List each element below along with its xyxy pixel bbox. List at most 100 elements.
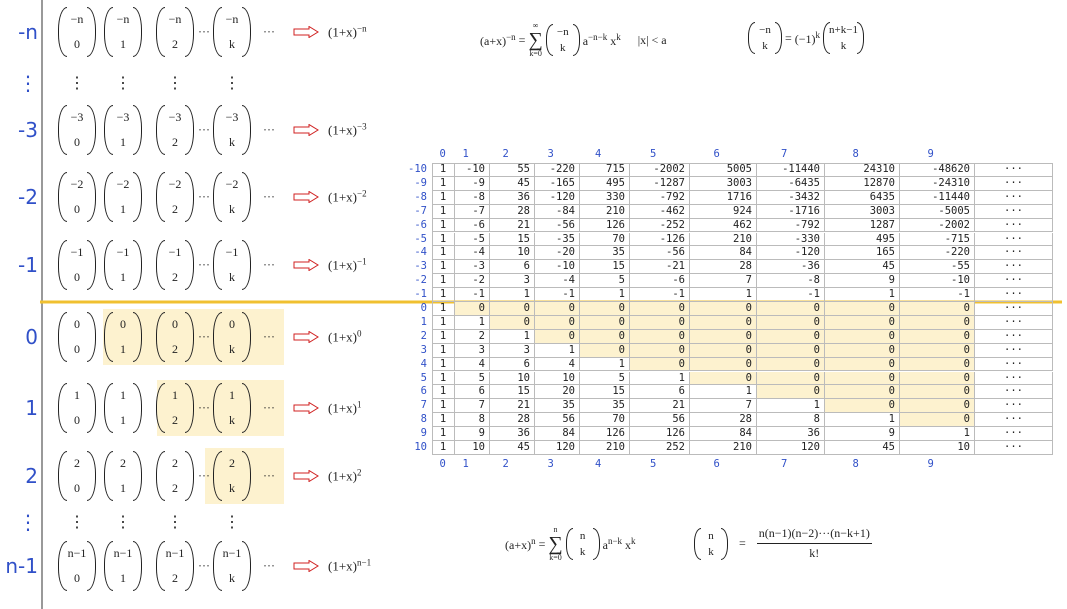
t: = — [538, 536, 546, 551]
cell-more: ··· — [975, 204, 1053, 219]
t: −n — [506, 31, 516, 42]
row-header: -8 — [414, 190, 427, 203]
column-header: 9 — [927, 148, 934, 160]
binomial-bottom: k — [229, 135, 235, 149]
cell: 10 — [490, 371, 535, 386]
cell: -48620 — [900, 163, 975, 177]
cell: 9 — [825, 274, 900, 289]
cell-more: ··· — [975, 357, 1053, 372]
cell: 45 — [825, 441, 900, 455]
binomial: −3 1 — [104, 105, 142, 155]
cell: 0 — [630, 343, 690, 358]
cell: -252 — [630, 218, 690, 233]
cell: -10 — [455, 163, 490, 177]
t: x — [610, 33, 617, 48]
binomial-bottom: 0 — [74, 481, 80, 495]
cell-more: ··· — [975, 385, 1053, 400]
cell: 1 — [580, 288, 630, 302]
binomial-top: 2 — [120, 456, 126, 470]
cell: -1 — [535, 288, 580, 302]
cell: -1 — [455, 288, 490, 302]
binom: n+k−1 k — [823, 22, 864, 54]
cell: 4 — [535, 357, 580, 372]
binomial-top: −n — [168, 12, 182, 26]
arrow-shape — [293, 470, 319, 482]
cell: -2 — [455, 274, 490, 289]
column-footer: 2 — [502, 457, 509, 470]
result-power: 0 — [357, 328, 362, 339]
cell-more: ··· — [975, 315, 1053, 330]
cell-more: ··· — [975, 163, 1053, 177]
binom: −n k — [545, 24, 580, 56]
vertical-dots: ⋮ — [115, 75, 131, 92]
binomial: −2 2 — [156, 172, 194, 222]
binomial-top: −1 — [225, 245, 239, 259]
cell: -2002 — [630, 163, 690, 177]
cell: 9 — [455, 427, 490, 441]
cell-more: ··· — [975, 176, 1053, 191]
cell: 1 — [900, 427, 975, 441]
result-base: (1+x) — [328, 329, 357, 345]
row-header: 7 — [420, 399, 427, 412]
binomial-top: −3 — [70, 110, 84, 124]
cell: 10 — [535, 371, 580, 386]
binomial-top: 1 — [172, 388, 178, 402]
row-header: -1 — [414, 288, 427, 301]
cell: 0 — [690, 343, 757, 358]
binomial-top: −2 — [168, 177, 182, 191]
cell: 0 — [757, 329, 825, 344]
column-footer: 1 — [462, 457, 469, 470]
cell: 5005 — [690, 163, 757, 177]
ellipsis: ··· — [263, 257, 275, 272]
cell: -4 — [455, 246, 490, 261]
column-header: 3 — [547, 148, 554, 160]
cell: 1 — [432, 218, 455, 233]
binomial-top: 0 — [74, 317, 80, 331]
cell-more: ··· — [975, 441, 1053, 455]
arrow — [293, 26, 319, 38]
cell: -220 — [900, 246, 975, 261]
binomial: −n k — [213, 7, 251, 57]
cell: 0 — [825, 315, 900, 330]
cell: -715 — [900, 232, 975, 247]
row-header: 4 — [420, 357, 427, 370]
cell: 10 — [490, 246, 535, 261]
cell: 21 — [490, 399, 535, 414]
result-base: (1+x) — [328, 468, 357, 484]
binomial-bottom: 1 — [120, 413, 126, 427]
row-header: 10 — [414, 441, 427, 453]
arrow-shape — [293, 560, 319, 572]
cell: -10 — [900, 274, 975, 289]
column-header: 2 — [502, 148, 509, 160]
ellipsis: ··· — [198, 24, 210, 39]
cell: -8 — [757, 274, 825, 289]
cell: 495 — [825, 232, 900, 247]
t: = — [518, 32, 526, 47]
ellipsis: ··· — [198, 468, 210, 483]
t: an−k — [603, 536, 622, 553]
binomial-bottom: k — [229, 481, 235, 495]
column-footer: 3 — [547, 457, 554, 470]
cell: 924 — [690, 204, 757, 219]
cell: 1 — [432, 176, 455, 191]
binomial: −1 2 — [156, 240, 194, 290]
t: k — [815, 29, 821, 40]
cell: -5005 — [900, 204, 975, 219]
ellipsis: ··· — [263, 468, 275, 483]
arrow-shape — [293, 191, 319, 203]
binomial-bottom: k — [229, 342, 235, 356]
cell: 0 — [690, 315, 757, 330]
binomial-top: −1 — [70, 245, 84, 259]
arrow-shape — [293, 402, 319, 414]
ellipsis: ··· — [263, 189, 275, 204]
row-header: -10 — [408, 163, 427, 175]
cell: -6435 — [757, 176, 825, 191]
ellipsis: ··· — [263, 558, 275, 573]
cell: 7 — [690, 399, 757, 414]
binomial-bottom: k — [229, 37, 235, 51]
binomial-top: 1 — [229, 388, 235, 402]
